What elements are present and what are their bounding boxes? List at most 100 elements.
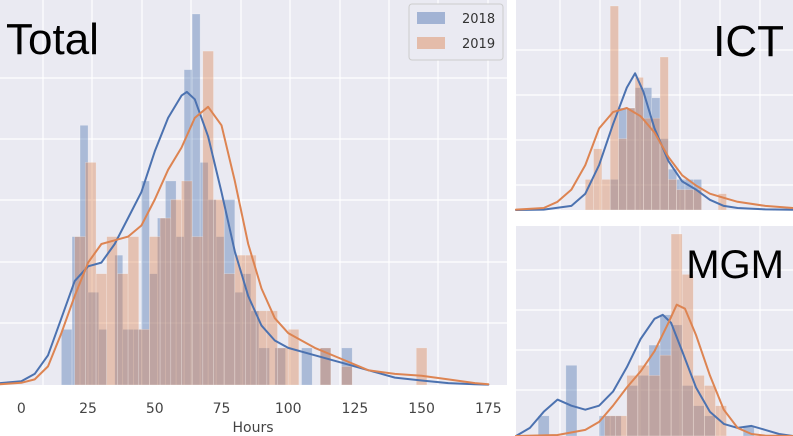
bars-ict — [584, 5, 727, 211]
bar-2018 — [175, 236, 185, 386]
bar-2019 — [659, 354, 672, 436]
bar-2018 — [537, 415, 550, 436]
bar-2019 — [159, 217, 172, 386]
kde-line-2018 — [515, 72, 793, 211]
bar-2018 — [149, 273, 158, 386]
bar-2018 — [223, 199, 236, 386]
panel-title-ict: ICT — [713, 17, 784, 66]
bar-2019 — [106, 236, 118, 386]
bar-2019 — [648, 375, 661, 436]
plot-area-ict — [516, 0, 793, 210]
bar-2019 — [74, 236, 86, 386]
bar-2019 — [266, 310, 278, 386]
legend-label-2018: 2018 — [462, 12, 495, 27]
legend-label-2019: 2019 — [462, 37, 495, 52]
bar-2018 — [215, 236, 225, 386]
panel-mgm: MGM — [515, 226, 793, 436]
bar-2019 — [651, 117, 661, 211]
legend-swatch-2019 — [417, 37, 445, 49]
bar-2018 — [258, 347, 270, 386]
panel-title-total: Total — [6, 15, 99, 64]
grid-total — [0, 0, 507, 385]
bar-2018 — [651, 97, 661, 211]
bar-2018 — [242, 273, 252, 386]
bar-2018 — [191, 13, 201, 386]
kde-mgm — [515, 303, 793, 436]
bar-2018 — [183, 69, 193, 386]
bar-2019 — [149, 236, 161, 386]
xtick-labels-total: 0 25 50 75 100 125 150 175 — [17, 401, 502, 417]
xtick-label: 25 — [79, 401, 97, 417]
bar-2019 — [255, 310, 268, 386]
bar-2018 — [668, 168, 677, 211]
bar-2019 — [615, 415, 628, 436]
bar-2019 — [668, 179, 677, 211]
bar-2019 — [213, 199, 225, 386]
bar-2018 — [165, 180, 177, 386]
xtick-label: 175 — [475, 401, 502, 417]
bar-2018 — [199, 162, 209, 386]
bar-2019 — [117, 273, 129, 386]
panel-total: 0 25 50 75 100 125 150 175 Hours Total 2018 201… — [0, 0, 507, 436]
bar-2018 — [648, 344, 661, 436]
grid-mgm — [516, 226, 793, 436]
kde-ict — [515, 72, 793, 211]
bar-2019 — [138, 329, 150, 386]
bar-2018 — [157, 217, 166, 386]
kde-line-2019 — [0, 105, 490, 386]
bar-2019 — [593, 148, 603, 211]
bar-2018 — [234, 291, 244, 386]
bar-2019 — [319, 347, 332, 386]
legend-swatch-2018 — [417, 12, 445, 24]
bar-2019 — [659, 56, 669, 211]
bar-2018 — [626, 385, 639, 436]
bar-2019 — [234, 254, 246, 386]
bar-2019 — [601, 179, 611, 211]
xtick-label: 125 — [342, 401, 369, 417]
bar-2019 — [637, 364, 650, 436]
bar-2018 — [79, 125, 89, 386]
bar-2018 — [626, 107, 636, 211]
bar-2018 — [122, 329, 134, 386]
bar-2018 — [659, 138, 669, 211]
bar-2019 — [618, 138, 628, 211]
xtick-label: 150 — [408, 401, 435, 417]
bar-2018 — [692, 405, 705, 436]
bar-2018 — [618, 107, 628, 211]
grid-ict — [516, 0, 793, 210]
bar-2019 — [170, 199, 182, 386]
plot-area-total — [0, 0, 507, 385]
bar-2019 — [341, 366, 353, 386]
kde-total — [0, 90, 490, 386]
bar-2018 — [71, 236, 81, 386]
bar-2019 — [95, 273, 108, 386]
bars-total — [61, 13, 428, 386]
bar-2018 — [565, 364, 578, 436]
panel-title-mgm: MGM — [686, 243, 784, 287]
bar-2018 — [643, 87, 653, 211]
bar-2019 — [681, 274, 694, 436]
panel-ict: ICT — [515, 0, 793, 211]
bar-2019 — [191, 236, 204, 386]
bar-2018 — [133, 329, 142, 386]
bar-2018 — [87, 291, 100, 386]
bar-2019 — [181, 180, 193, 386]
bar-2018 — [681, 385, 694, 436]
bar-2019 — [223, 273, 236, 386]
xtick-label: 100 — [275, 401, 302, 417]
kde-line-2018 — [515, 313, 793, 436]
bar-2019 — [604, 415, 617, 436]
bar-2019 — [676, 189, 686, 211]
bar-2019 — [85, 162, 97, 386]
legend-box — [408, 3, 504, 61]
legend: 2018 2019 — [408, 3, 504, 61]
bar-2019 — [626, 107, 636, 211]
bar-2018 — [609, 179, 619, 211]
bar-2018 — [114, 254, 124, 386]
xtick-label: 0 — [17, 401, 26, 417]
bar-2019 — [287, 329, 300, 386]
xtick-label: 50 — [146, 401, 164, 417]
kde-line-2019 — [515, 107, 793, 211]
bar-2018 — [634, 87, 644, 211]
